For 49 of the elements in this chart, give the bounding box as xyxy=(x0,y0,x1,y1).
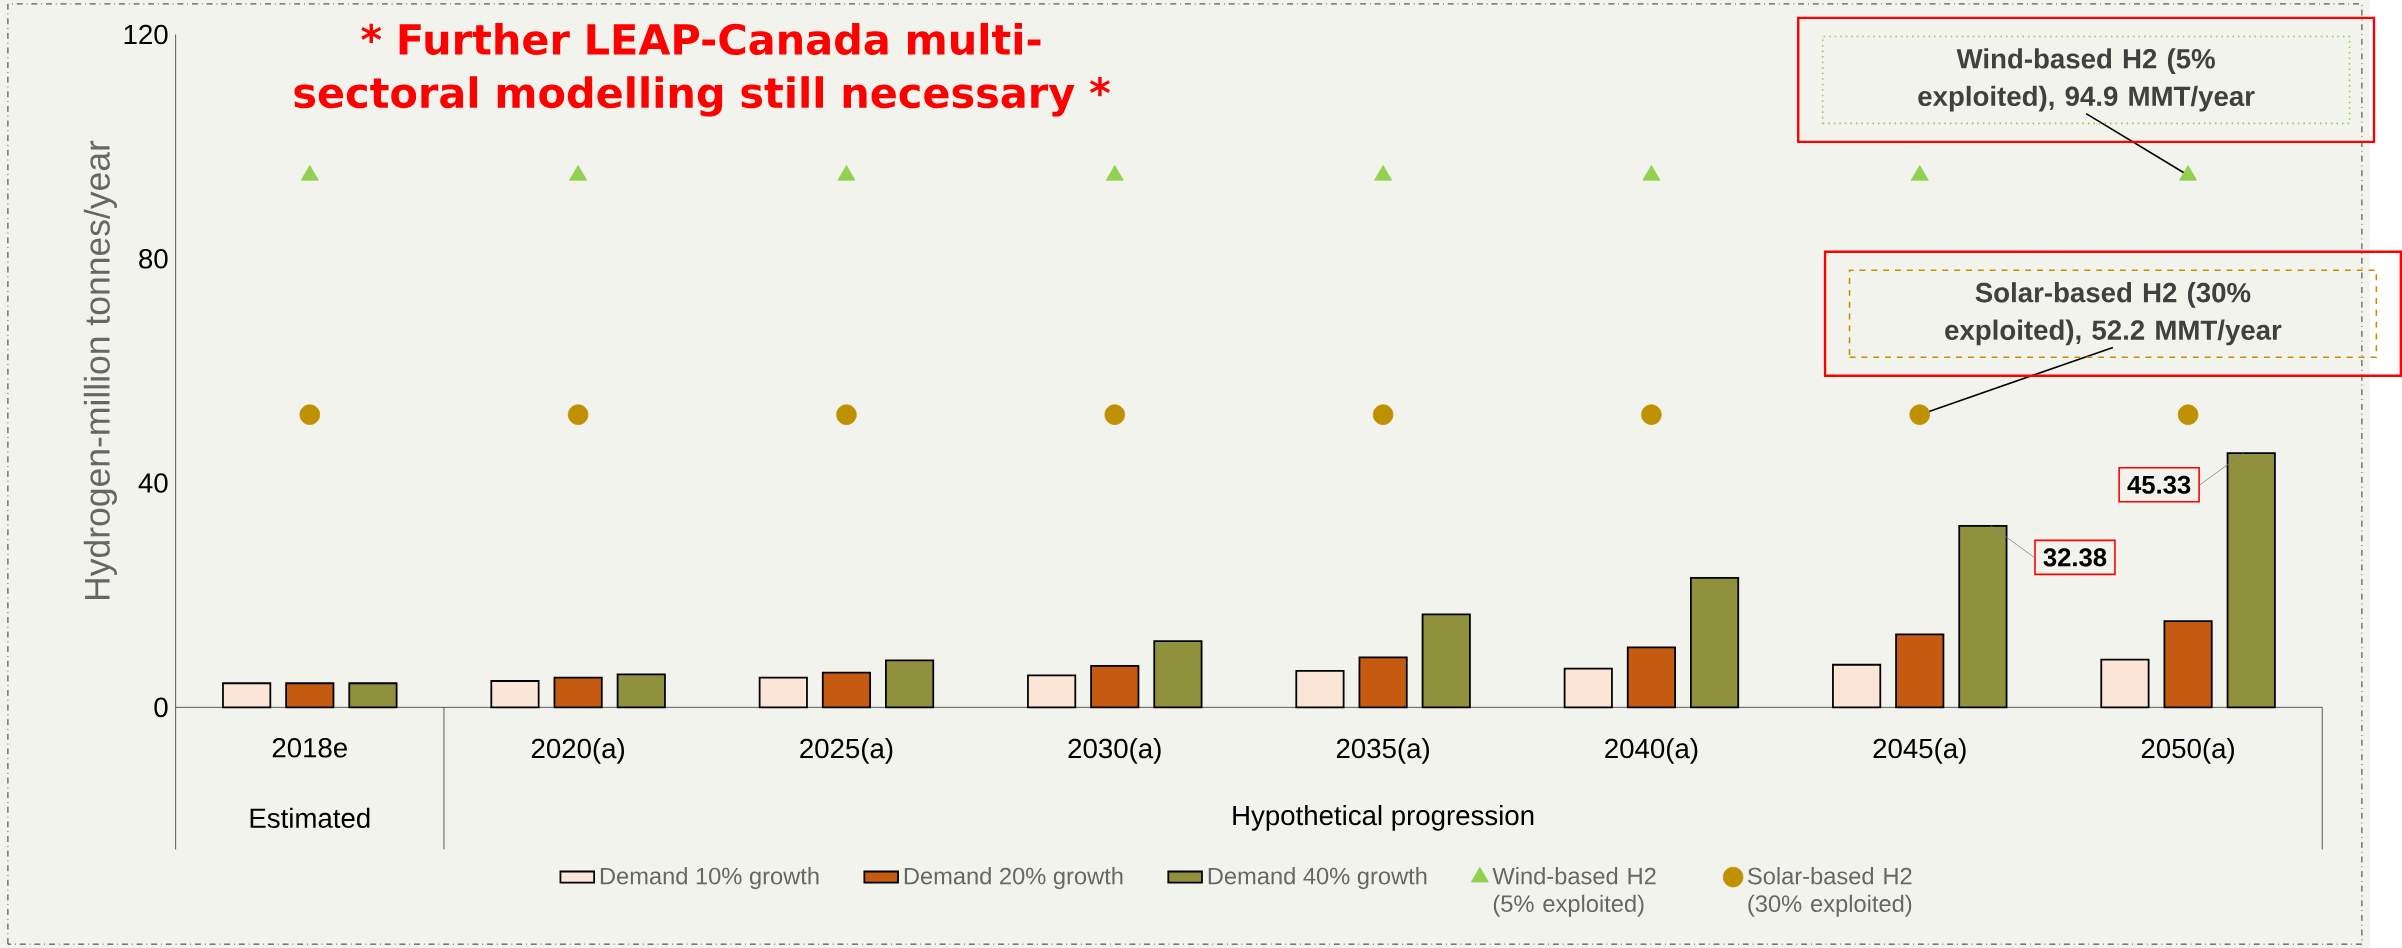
y-tick-label: 80 xyxy=(139,248,168,269)
annotation: Solar-based H2 (30% exploited), 52.2 MMT/year xyxy=(1945,282,2282,346)
x-tick-label: 2045(a) xyxy=(1873,737,1966,764)
legend-label: Demand 40% growth xyxy=(1208,867,1427,890)
text: Hypothetical progression xyxy=(1233,804,1534,831)
bar xyxy=(821,671,872,709)
bar xyxy=(2100,658,2150,709)
bar xyxy=(553,676,603,709)
bar xyxy=(348,682,398,709)
y-axis-title: Hydrogen-million tonnes/year xyxy=(83,140,117,599)
y-tick-label: 120 xyxy=(124,24,168,45)
x-tick-label: 2018e xyxy=(272,737,347,758)
bar xyxy=(490,680,540,709)
bar xyxy=(1626,646,1676,709)
bar xyxy=(1090,664,1140,709)
text: Estimated xyxy=(250,807,370,828)
legend-label: Wind-based H2 (5% exploited) xyxy=(1492,867,1656,917)
bar xyxy=(1895,633,1945,709)
bar xyxy=(1295,669,1345,709)
legend-label: Solar-based H2 (30% exploited) xyxy=(1747,867,1912,917)
data-label: 45.33 xyxy=(2127,475,2191,494)
x-tick-label: 2020(a) xyxy=(531,737,624,764)
bar xyxy=(1421,613,1471,709)
x-tick-label: 2030(a) xyxy=(1068,737,1161,764)
y-tick-label: 0 xyxy=(154,697,168,718)
legend-label: Demand 10% growth xyxy=(600,867,819,890)
y-tick-label: 40 xyxy=(138,473,168,493)
legend-label: Demand 20% growth xyxy=(904,867,1123,890)
bar xyxy=(1153,640,1203,709)
bar xyxy=(1958,524,2008,709)
x-tick-label: 2040(a) xyxy=(1605,737,1698,764)
bar xyxy=(616,673,666,709)
bar xyxy=(758,676,808,709)
bar xyxy=(1358,656,1408,709)
bar xyxy=(1027,674,1077,709)
chart-title: * Further LEAP-Canada multi-sectoral modelling still necessary * xyxy=(294,22,1110,117)
x-tick-label: 2025(a) xyxy=(800,737,893,764)
bar xyxy=(2163,620,2213,709)
bar xyxy=(285,682,335,709)
bar xyxy=(222,682,272,709)
data-label: 32.38 xyxy=(2043,548,2107,567)
bar xyxy=(1690,576,1740,709)
bar xyxy=(2226,452,2276,709)
bar xyxy=(1832,663,1882,709)
bar xyxy=(1563,667,1613,709)
x-tick-label: 2050(a) xyxy=(2141,737,2234,764)
annotation: Wind-based H2 (5% exploited), 94.9 MMT/year xyxy=(1918,48,2255,112)
x-tick-label: 2035(a) xyxy=(1336,737,1429,764)
bar xyxy=(885,659,935,709)
